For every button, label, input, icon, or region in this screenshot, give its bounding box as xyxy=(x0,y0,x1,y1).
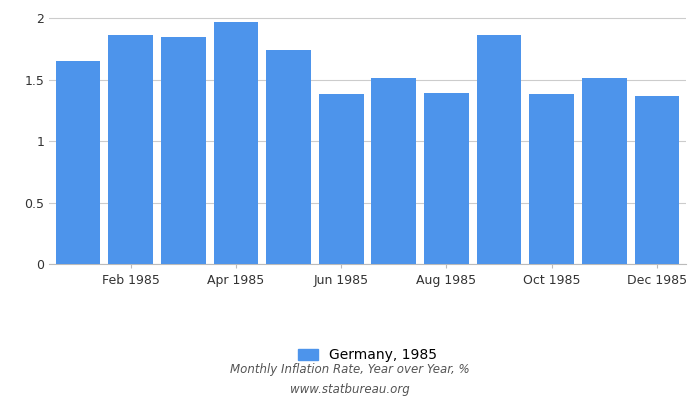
Bar xyxy=(477,35,522,264)
Bar xyxy=(55,61,100,264)
Bar xyxy=(635,96,680,264)
Bar xyxy=(582,78,626,264)
Bar xyxy=(529,94,574,264)
Bar xyxy=(214,22,258,264)
Bar xyxy=(266,50,311,264)
Bar xyxy=(108,35,153,264)
Bar xyxy=(372,78,416,264)
Bar xyxy=(318,94,363,264)
Text: www.statbureau.org: www.statbureau.org xyxy=(290,384,410,396)
Text: Monthly Inflation Rate, Year over Year, %: Monthly Inflation Rate, Year over Year, … xyxy=(230,364,470,376)
Bar xyxy=(424,93,469,264)
Legend: Germany, 1985: Germany, 1985 xyxy=(293,343,442,368)
Bar xyxy=(161,36,206,264)
